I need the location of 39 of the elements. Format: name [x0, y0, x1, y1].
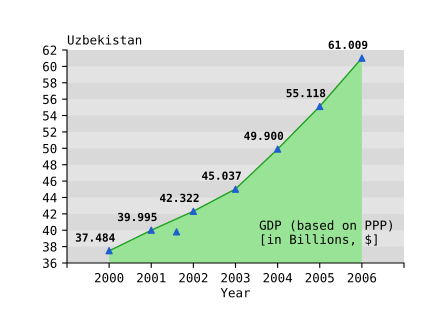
y-tick-label: 44 — [42, 193, 57, 202]
y-tick-label: 48 — [42, 160, 56, 170]
x-tick-label: 2000 — [95, 273, 124, 282]
point — [190, 208, 198, 216]
point — [148, 226, 155, 234]
y-tick-label: 50 — [43, 144, 56, 154]
y-tick-label: 60 — [43, 62, 56, 72]
point — [358, 54, 366, 62]
y-tick-label: 46 — [42, 176, 56, 186]
data-label: 45.037 — [202, 171, 241, 180]
x-tick-label: 2002 — [179, 273, 208, 282]
x-tick-label: 2005 — [306, 273, 334, 282]
data-label: 55.118 — [286, 88, 326, 98]
data-label: 42.322 — [160, 194, 199, 202]
data-label: 37.484 — [76, 233, 115, 242]
y-tick-label: 54 — [43, 111, 57, 120]
point — [172, 228, 180, 236]
x-tick-label: 2001 — [137, 273, 166, 282]
y-tick-label: 40 — [42, 226, 56, 236]
point — [232, 186, 240, 193]
chart-title: Uzbekistan — [68, 34, 142, 45]
x-axis-title: Year — [220, 288, 250, 298]
y-tick-label: 42 — [42, 209, 56, 219]
y-tick-label: 62 — [43, 46, 56, 55]
y-tick-label: 52 — [43, 127, 56, 137]
y-tick-label: 38 — [43, 242, 56, 252]
y-tick-label: 58 — [43, 78, 56, 88]
y-tick-label: 36 — [43, 258, 56, 268]
x-tick-label: 2004 — [264, 273, 292, 282]
y-tick-label: 56 — [43, 94, 56, 104]
annotation: GDP (based on PPP) [in Billions, $] — [260, 220, 392, 246]
data-label: 39.995 — [118, 212, 157, 222]
x-tick-label: 2006 — [348, 273, 376, 282]
x-tick-label: 2003 — [221, 273, 250, 282]
point — [274, 145, 282, 153]
point — [316, 102, 324, 110]
data-label: 49.900 — [244, 132, 284, 140]
data-label: 61.009 — [328, 40, 368, 50]
point — [105, 247, 113, 254]
